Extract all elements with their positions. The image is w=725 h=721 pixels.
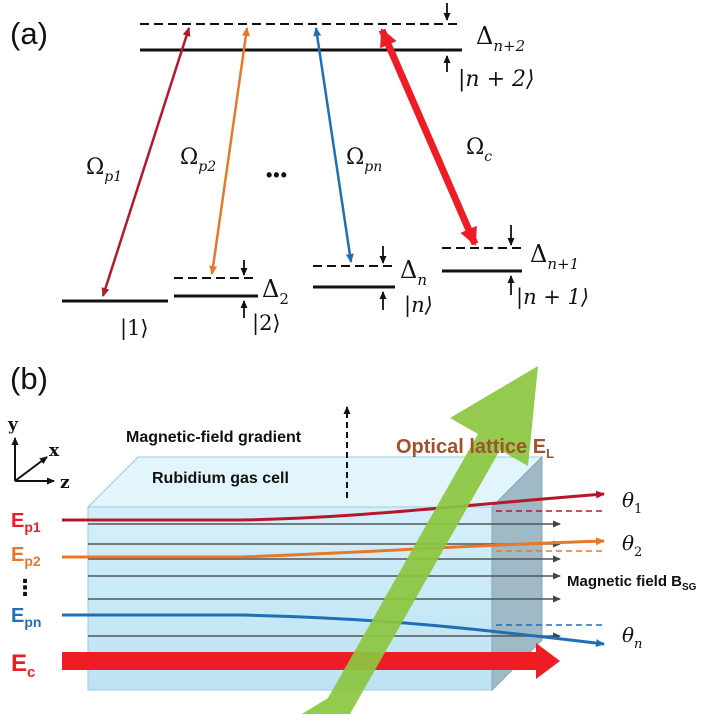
angle-n: θn (622, 623, 642, 652)
panel-b: (b) y x z Magnetic-field gradient Rubidi… (7, 361, 697, 714)
transition-pn (313, 27, 354, 263)
lattice-label: Optical lattice EL (396, 436, 554, 461)
optical-lattice-arrow (302, 366, 538, 714)
beam-label-c: Ec (11, 650, 35, 681)
rabi-p1: Ωp1 (86, 155, 122, 185)
gradient-label: Magnetic-field gradient (126, 429, 302, 446)
rabi-coupling: Ωc (466, 135, 492, 165)
transition-p2 (209, 27, 250, 275)
detuning-n-plus-1: Δn+1 (530, 240, 579, 273)
panel-b-label: (b) (10, 361, 48, 396)
cell-label: Rubidium gas cell (152, 470, 289, 487)
field-label: Magnetic field BSG (567, 573, 697, 593)
magnetic-field-lines (88, 520, 561, 640)
state-n-plus-1: |n + 1⟩ (516, 285, 589, 310)
angle-1: θ1 (622, 488, 642, 517)
beam-ellipsis: ⋮ (14, 575, 36, 600)
probe-beam-pn (62, 613, 605, 648)
coordinate-axes: y x z (7, 415, 70, 493)
state-n: |n⟩ (404, 293, 433, 318)
x-axis-arrow (14, 456, 48, 482)
beam-label-p1: Ep1 (11, 510, 41, 535)
transition-p1 (101, 27, 191, 297)
ellipsis: ••• (266, 165, 288, 185)
z-axis-label: z (60, 473, 70, 493)
state-2: |2⟩ (252, 311, 281, 336)
panel-a-label: (a) (10, 16, 48, 51)
state-top: |n + 2⟩ (458, 67, 535, 92)
transition-coupling (378, 28, 479, 246)
detuning-2: Δ2 (262, 275, 289, 308)
rabi-p2: Ωp2 (180, 145, 216, 175)
beam-label-p2: Ep2 (11, 544, 41, 569)
detuning-top: Δn+2 (476, 22, 525, 55)
angle-2: θ2 (622, 531, 642, 560)
detuning-n: Δn (400, 256, 427, 289)
panel-a: (a) Δn+2 |n + 2⟩ |1⟩ Δ2 |2⟩ Δn |n⟩ Δn+1 … (10, 3, 589, 341)
state-ground: |1⟩ (120, 316, 149, 341)
probe-beam-p1 (62, 490, 605, 522)
coupling-beam (62, 652, 538, 670)
beam-label-pn: Epn (11, 605, 41, 630)
x-axis-label: x (49, 441, 60, 461)
y-axis-label: y (7, 415, 19, 435)
coupling-beam-head (536, 643, 560, 679)
probe-beam-p2 (62, 537, 605, 559)
rabi-pn: Ωpn (346, 145, 382, 175)
